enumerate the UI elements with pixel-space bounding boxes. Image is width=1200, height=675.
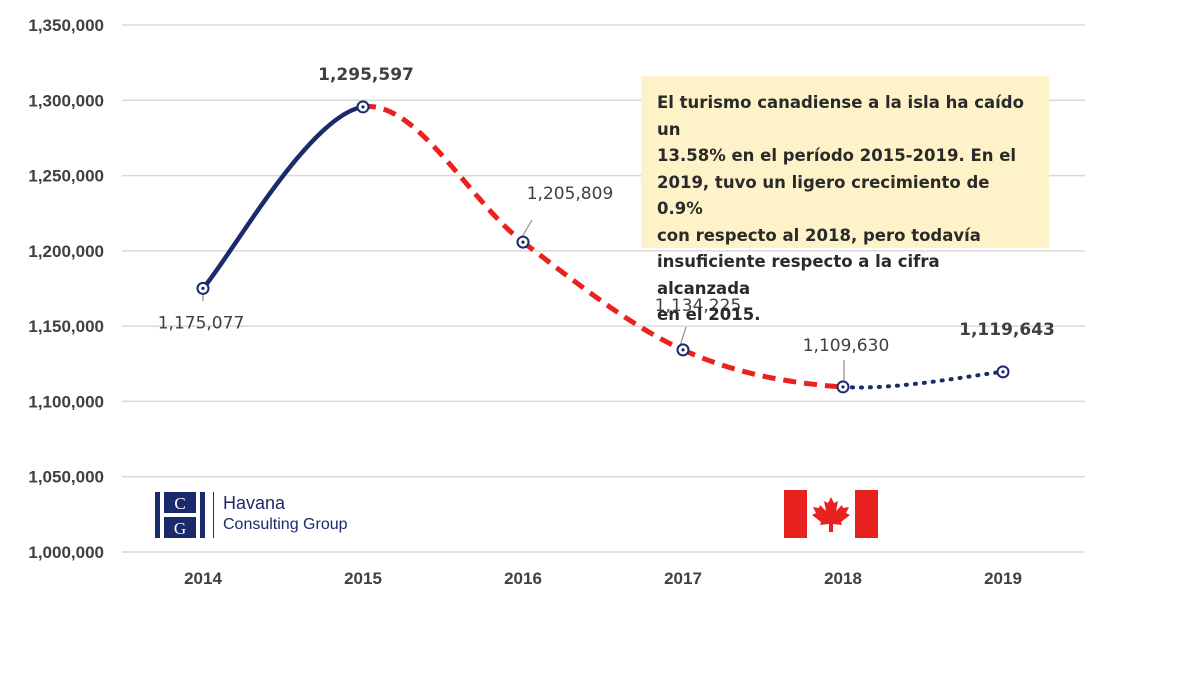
series-segment-dashed bbox=[681, 347, 844, 390]
y-tick-label: 1,300,000 bbox=[28, 91, 104, 110]
series-segment-solid bbox=[201, 104, 364, 290]
data-label: 1,175,077 bbox=[158, 313, 245, 333]
y-tick-label: 1,000,000 bbox=[28, 543, 104, 562]
data-marker-dot bbox=[201, 286, 205, 290]
data-marker-dot bbox=[1001, 370, 1005, 374]
y-tick-label: 1,350,000 bbox=[28, 16, 104, 35]
x-axis-ticks: 2014 2015 2016 2017 2018 2019 bbox=[184, 569, 1022, 588]
data-label: 1,295,597 bbox=[318, 65, 414, 85]
annotation-text: El turismo canadiense a la isla ha caído… bbox=[657, 93, 1024, 324]
data-label: 1,205,809 bbox=[527, 184, 614, 204]
data-label: 1,134,225 bbox=[655, 296, 742, 316]
x-tick-label: 2016 bbox=[504, 569, 542, 588]
series-segment-dashed bbox=[521, 240, 685, 353]
series-segment-dotted bbox=[841, 369, 1005, 390]
svg-text:G: G bbox=[174, 519, 186, 538]
series-line bbox=[201, 104, 1005, 390]
y-tick-label: 1,150,000 bbox=[28, 317, 104, 336]
x-tick-label: 2019 bbox=[984, 569, 1022, 588]
data-marker-dot bbox=[361, 105, 365, 109]
x-tick-label: 2014 bbox=[184, 569, 222, 588]
data-labels: 1,175,077 1,295,597 1,205,809 1,134,225 1,10… bbox=[158, 65, 1055, 356]
data-label: 1,119,643 bbox=[959, 320, 1055, 340]
logo-name: Havana bbox=[223, 493, 286, 513]
y-axis-ticks: 1,000,000 1,050,000 1,100,000 1,150,000 1,20… bbox=[28, 16, 104, 562]
x-tick-label: 2018 bbox=[824, 569, 862, 588]
x-tick-label: 2015 bbox=[344, 569, 382, 588]
label-leader-line bbox=[679, 326, 687, 347]
data-marker-dot bbox=[681, 348, 685, 352]
x-tick-label: 2017 bbox=[664, 569, 702, 588]
y-tick-label: 1,050,000 bbox=[28, 468, 104, 487]
cg-monogram-icon: C G bbox=[155, 492, 205, 538]
series-segment-dashed bbox=[362, 104, 525, 245]
logo-subtitle: Consulting Group bbox=[223, 516, 348, 533]
data-label: 1,109,630 bbox=[803, 336, 890, 356]
y-tick-label: 1,100,000 bbox=[28, 392, 104, 411]
data-marker-dot bbox=[521, 240, 525, 244]
data-marker-dot bbox=[841, 385, 845, 389]
y-tick-label: 1,250,000 bbox=[28, 167, 104, 186]
data-markers bbox=[196, 100, 1010, 394]
logo-divider bbox=[213, 492, 214, 538]
y-tick-label: 1,200,000 bbox=[28, 242, 104, 261]
canada-flag-icon bbox=[784, 490, 878, 538]
annotation-box: El turismo canadiense a la isla ha caído… bbox=[641, 76, 1049, 324]
label-leader-line bbox=[521, 219, 533, 238]
svg-text:C: C bbox=[174, 494, 185, 513]
